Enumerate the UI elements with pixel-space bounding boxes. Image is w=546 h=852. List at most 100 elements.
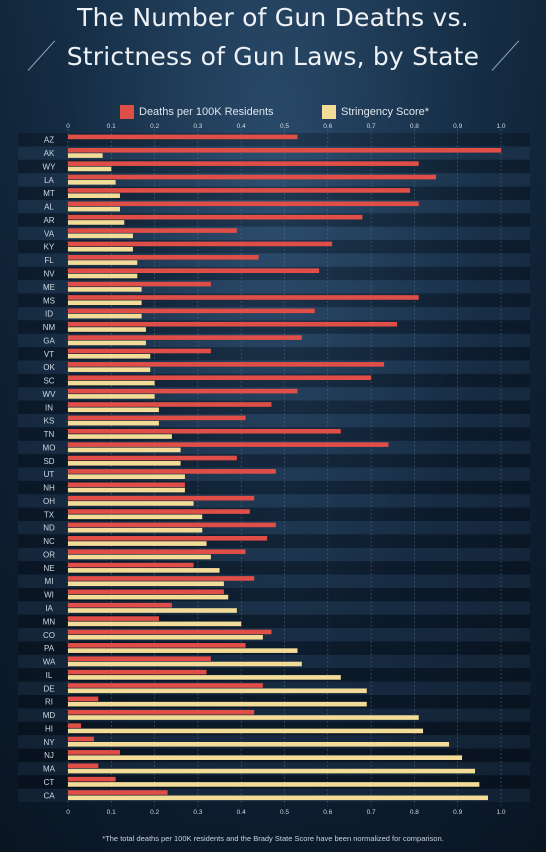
bar-deaths	[68, 763, 99, 769]
bar-stringency	[68, 461, 181, 466]
x-tick-label-bottom: 0.6	[323, 809, 332, 816]
bar-stringency	[68, 407, 159, 413]
footnote: *The total deaths per 100K residents and…	[102, 834, 444, 843]
state-label: ND	[43, 524, 55, 533]
bar-deaths	[68, 161, 419, 166]
bar-deaths	[68, 335, 302, 340]
state-label: DE	[43, 684, 54, 693]
state-label: IA	[45, 604, 53, 613]
bar-deaths	[68, 255, 259, 260]
bar-stringency	[68, 420, 159, 426]
bar-deaths	[68, 388, 298, 394]
x-tick-label-top: 0	[66, 123, 70, 130]
bar-deaths	[68, 602, 172, 608]
x-tick-label-top: 0.8	[410, 123, 419, 130]
bar-deaths	[68, 188, 411, 193]
state-label: NV	[43, 269, 55, 278]
state-label: SD	[43, 457, 54, 466]
x-tick-label-bottom: 0.3	[193, 809, 202, 816]
bar-stringency	[68, 501, 194, 506]
bar-stringency	[68, 220, 125, 225]
bar-stringency	[68, 742, 450, 747]
bar-stringency	[68, 701, 367, 707]
state-label: NY	[43, 738, 55, 747]
state-label: ME	[43, 283, 55, 292]
bar-stringency	[68, 541, 207, 546]
bar-stringency	[68, 661, 302, 667]
legend-label-stringency: Stringency Score*	[341, 106, 430, 118]
bar-stringency	[68, 447, 181, 453]
bar-deaths	[68, 482, 185, 488]
bar-stringency	[68, 394, 155, 399]
bar-deaths	[68, 589, 224, 595]
x-tick-label-top: 0.7	[367, 123, 376, 130]
x-tick-label-bottom: 0.1	[107, 809, 116, 816]
bar-deaths	[68, 562, 194, 568]
bar-deaths	[68, 201, 419, 207]
state-label: PA	[44, 644, 55, 653]
legend-swatch-stringency	[322, 105, 336, 119]
bar-stringency	[68, 594, 229, 600]
bar-stringency	[68, 300, 142, 306]
bar-deaths	[68, 455, 237, 461]
x-tick-label-bottom: 0	[66, 809, 70, 816]
bar-deaths	[68, 495, 255, 501]
state-label: AR	[43, 216, 54, 225]
state-label: RI	[45, 698, 53, 707]
x-tick-label-bottom: 0.8	[410, 809, 419, 816]
bar-stringency	[68, 353, 151, 359]
bar-stringency	[68, 193, 120, 199]
bar-stringency	[68, 246, 133, 252]
bar-deaths	[68, 134, 298, 140]
state-label: WA	[43, 658, 56, 667]
state-label: OK	[43, 363, 55, 372]
bar-deaths	[68, 348, 211, 354]
bar-deaths	[68, 736, 94, 742]
x-tick-label-top: 0.5	[280, 123, 289, 130]
bar-deaths	[68, 228, 237, 233]
state-label: NE	[43, 564, 54, 573]
bar-deaths	[68, 415, 246, 421]
bar-stringency	[68, 434, 172, 439]
bar-stringency	[68, 634, 263, 640]
state-label: TN	[44, 430, 55, 439]
bar-deaths	[68, 790, 168, 795]
state-label: ID	[45, 310, 53, 319]
bar-stringency	[68, 688, 367, 694]
bar-deaths	[68, 281, 211, 287]
state-label: IL	[46, 671, 53, 680]
state-label: OH	[43, 497, 55, 506]
state-label: AK	[44, 149, 55, 158]
bar-deaths	[68, 321, 398, 327]
bar-stringency	[68, 768, 476, 774]
bar-deaths	[68, 750, 120, 755]
bar-deaths	[68, 522, 276, 528]
bar-deaths	[68, 174, 437, 180]
state-label: NJ	[44, 751, 54, 760]
bar-stringency	[68, 568, 220, 573]
x-tick-label-top: 0.3	[193, 123, 202, 130]
bar-stringency	[68, 621, 242, 627]
bar-stringency	[68, 367, 151, 372]
x-tick-label-bottom: 0.2	[150, 809, 159, 816]
bar-stringency	[68, 581, 224, 587]
legend-label-deaths: Deaths per 100K Residents	[139, 106, 274, 118]
bar-stringency	[68, 514, 203, 520]
bar-deaths	[68, 709, 255, 715]
chart-title-line1: The Number of Gun Deaths vs.	[77, 3, 469, 32]
bar-stringency	[68, 715, 419, 720]
bar-deaths	[68, 776, 116, 782]
x-tick-label-bottom: 0.5	[280, 809, 289, 816]
bar-deaths	[68, 214, 363, 220]
bar-deaths	[68, 442, 389, 447]
state-label: FL	[44, 256, 54, 265]
bar-stringency	[68, 675, 341, 680]
bar-stringency	[68, 233, 133, 239]
x-tick-label-bottom: 1.0	[496, 809, 505, 816]
state-label: AZ	[44, 136, 54, 145]
state-label: MS	[43, 296, 55, 305]
state-label: CT	[44, 778, 55, 787]
bar-stringency	[68, 180, 116, 185]
state-label: HI	[45, 724, 53, 733]
